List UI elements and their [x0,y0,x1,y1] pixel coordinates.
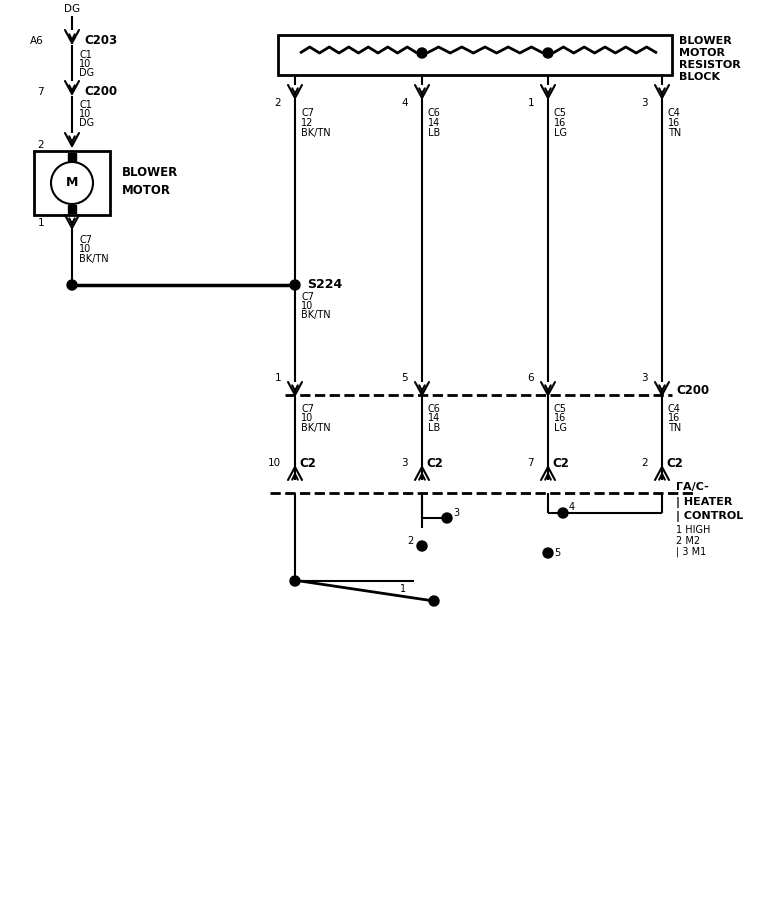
Text: C5: C5 [554,404,567,414]
Text: C203: C203 [84,35,117,47]
Text: 7: 7 [528,458,534,468]
Text: LG: LG [554,423,567,433]
Text: TN: TN [668,423,681,433]
Text: A6: A6 [30,36,44,46]
Text: 14: 14 [428,413,440,423]
Text: 3: 3 [401,458,408,468]
Text: 4: 4 [569,502,575,512]
Text: C1: C1 [79,50,92,60]
Text: C7: C7 [79,235,92,245]
Text: 16: 16 [554,413,566,423]
Text: 2: 2 [407,536,413,546]
Text: C2: C2 [552,456,569,469]
Text: C4: C4 [668,404,681,414]
Text: 3: 3 [453,508,459,518]
Text: C2: C2 [426,456,443,469]
Text: 10: 10 [268,458,281,468]
Text: BK/TN: BK/TN [301,128,331,138]
Text: 10: 10 [79,109,91,119]
Text: RESISTOR: RESISTOR [679,60,741,70]
Text: | HEATER: | HEATER [676,497,732,508]
Text: BLOWER: BLOWER [122,166,178,180]
Bar [68,205,76,213]
Text: C2: C2 [299,456,316,469]
Circle shape [67,280,77,290]
Circle shape [442,513,452,523]
Circle shape [290,576,300,586]
Text: 16: 16 [554,118,566,128]
Text: S224: S224 [307,278,342,291]
Text: 6: 6 [528,373,534,383]
Circle shape [290,280,300,290]
Text: MOTOR: MOTOR [122,184,171,197]
Circle shape [417,541,427,551]
Circle shape [543,548,553,558]
Text: BK/TN: BK/TN [79,254,109,264]
Text: 1: 1 [400,584,406,594]
Text: C2: C2 [666,456,683,469]
Text: 1: 1 [38,218,44,228]
Circle shape [417,48,427,58]
Text: 7: 7 [38,87,44,97]
Text: DG: DG [64,4,80,14]
Text: 14: 14 [428,118,440,128]
Text: LB: LB [428,423,440,433]
Text: LB: LB [428,128,440,138]
Text: C7: C7 [301,404,314,414]
Text: 5: 5 [554,548,560,558]
Text: C4: C4 [668,108,681,118]
Text: 10: 10 [79,59,91,69]
Circle shape [558,508,568,518]
Text: ΓA/C-: ΓA/C- [676,482,709,492]
Text: 12: 12 [301,118,314,128]
Text: 4: 4 [401,98,408,108]
Text: C200: C200 [84,86,117,99]
Bar [68,153,76,161]
Text: M: M [66,176,78,190]
Text: 2: 2 [641,458,648,468]
Text: 16: 16 [668,413,680,423]
Text: 3: 3 [641,373,648,383]
Text: TN: TN [668,128,681,138]
Circle shape [543,48,553,58]
Text: DG: DG [79,118,94,128]
Text: C200: C200 [676,383,709,396]
Text: 16: 16 [668,118,680,128]
Text: BK/TN: BK/TN [301,423,331,433]
Bar [34,151,110,215]
Text: 2 M2: 2 M2 [676,536,700,546]
Text: 1: 1 [528,98,534,108]
Text: | CONTROL: | CONTROL [676,510,743,521]
Text: 5: 5 [401,373,408,383]
Text: C5: C5 [554,108,567,118]
Text: 1: 1 [275,373,281,383]
Bar [278,35,672,75]
Text: 2: 2 [38,140,44,150]
Text: C6: C6 [428,404,441,414]
Text: C6: C6 [428,108,441,118]
Text: | 3 M1: | 3 M1 [676,547,706,557]
Text: BLOCK: BLOCK [679,72,720,82]
Text: DG: DG [79,68,94,78]
Text: 10: 10 [301,301,313,311]
Circle shape [429,596,439,606]
Text: C7: C7 [301,108,314,118]
Text: 2: 2 [275,98,281,108]
Text: C7: C7 [301,292,314,302]
Text: LG: LG [554,128,567,138]
Text: C1: C1 [79,100,92,110]
Text: 10: 10 [79,244,91,254]
Text: MOTOR: MOTOR [679,48,725,58]
Text: 10: 10 [301,413,313,423]
Text: BK/TN: BK/TN [301,310,331,320]
Text: 3: 3 [641,98,648,108]
Text: 1 HIGH: 1 HIGH [676,525,710,535]
Text: BLOWER: BLOWER [679,36,732,46]
